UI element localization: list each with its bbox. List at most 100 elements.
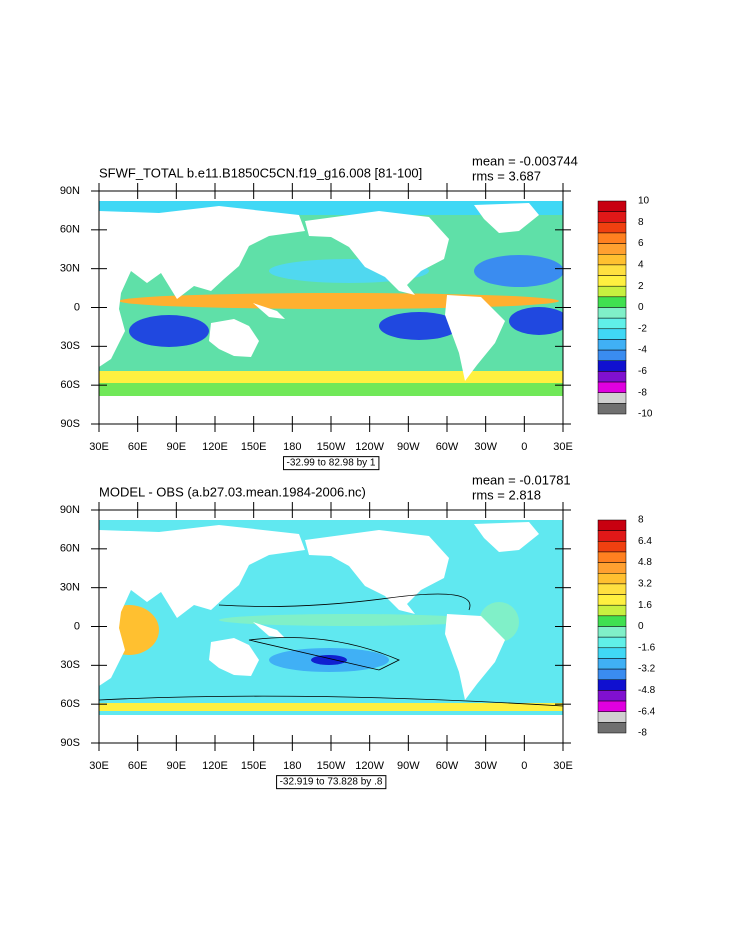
lat-label: 30S	[60, 659, 80, 671]
map	[99, 191, 563, 424]
colorbar-label: 6	[638, 238, 644, 249]
colorbar-label: -6.4	[638, 706, 656, 717]
lon-label: 150W	[317, 760, 346, 772]
range-box	[283, 456, 380, 471]
colorbar-box	[597, 615, 627, 627]
lon-label: 30E	[89, 760, 109, 772]
lat-label: 30N	[60, 263, 80, 275]
mean-label: mean = -0.01781	[472, 472, 571, 487]
lon-label: 120E	[202, 441, 228, 453]
colorbar-label: -10	[638, 409, 653, 420]
lat-label: 90S	[60, 737, 80, 749]
lat-label: 60N	[60, 224, 80, 236]
colorbar-label: -4.8	[638, 685, 656, 696]
colorbar-box	[597, 679, 627, 691]
colorbar-label: -4	[638, 345, 647, 356]
lat-label: 90N	[60, 504, 80, 516]
lon-label: 60W	[436, 441, 459, 453]
colorbar-box	[597, 232, 627, 244]
ocean-field	[509, 307, 563, 335]
lon-label: 120W	[355, 441, 384, 453]
lat-label: 60S	[60, 379, 80, 391]
colorbar-box	[597, 371, 627, 383]
lon-label: 0	[521, 441, 527, 453]
colorbar-box	[597, 222, 627, 234]
contour	[99, 593, 563, 707]
ocean-field	[99, 371, 563, 383]
lon-label: 30E	[553, 441, 573, 453]
lat-label: 60S	[60, 698, 80, 710]
map-panel: MODEL - OBS (a.b27.03.mean.1984-2006.nc)…	[60, 472, 656, 790]
range-label: -32.99 to 82.98 by 1	[287, 458, 376, 469]
lat-label: 90N	[60, 185, 80, 197]
colorbar-box	[597, 285, 627, 298]
colorbar-label: 4.8	[638, 557, 652, 568]
ocean-field	[219, 614, 479, 626]
colorbar-box	[597, 275, 627, 287]
colorbar-box	[597, 264, 627, 276]
colorbar-box	[597, 349, 627, 362]
colorbar-box	[597, 573, 627, 585]
colorbar-box	[597, 381, 627, 393]
colorbar-box	[597, 604, 627, 617]
lat-label: 0	[74, 301, 80, 313]
colorbar-box	[597, 562, 627, 574]
colorbar-label: -8	[638, 387, 647, 398]
colorbar-box	[597, 658, 627, 670]
colorbar-label: 10	[638, 196, 650, 207]
colorbar-label: 0	[638, 621, 644, 632]
colorbar-label: -3.2	[638, 664, 656, 675]
colorbar-box	[597, 339, 627, 351]
colorbar-box	[597, 594, 627, 606]
colorbar-label: -6	[638, 366, 647, 377]
colorbar-box	[597, 328, 627, 340]
colorbar-box	[597, 296, 627, 308]
colorbar-box	[597, 243, 627, 255]
colorbar-label: 8	[638, 217, 644, 228]
colorbar-label: 4	[638, 260, 644, 271]
colorbar-label: -2	[638, 323, 647, 334]
ocean-field	[99, 383, 563, 396]
lon-label: 30W	[474, 760, 497, 772]
rms-label: rms = 2.818	[472, 487, 541, 502]
colorbar-label: -8	[638, 728, 647, 739]
lon-label: 90W	[397, 441, 420, 453]
colorbar-box	[597, 307, 627, 319]
ocean-field	[129, 315, 209, 347]
colorbar-label: 2	[638, 281, 644, 292]
map-title: SFWF_TOTAL b.e11.B1850C5CN.f19_g16.008 […	[99, 165, 422, 180]
colorbar-box	[597, 636, 627, 649]
colorbar-label: -1.6	[638, 642, 656, 653]
colorbar-box	[597, 722, 627, 734]
lon-label: 30E	[89, 441, 109, 453]
lon-label: 60W	[436, 760, 459, 772]
colorbar-box	[597, 668, 627, 680]
ocean-field	[379, 312, 459, 340]
lon-label: 120E	[202, 760, 228, 772]
colorbar-label: 1.6	[638, 600, 652, 611]
lon-label: 90W	[397, 760, 420, 772]
colorbar-box	[597, 626, 627, 638]
lon-label: 0	[521, 760, 527, 772]
range-label: -32.919 to 73.828 by .8	[280, 777, 383, 788]
range-box	[276, 775, 387, 790]
colorbar-box	[597, 200, 627, 212]
lon-label: 30E	[553, 760, 573, 772]
colorbar-label: 0	[638, 302, 644, 313]
ocean-field	[311, 655, 347, 665]
colorbar-label: 6.4	[638, 536, 652, 547]
colorbar-box	[597, 700, 627, 712]
lat-label: 30S	[60, 340, 80, 352]
mean-label: mean = -0.003744	[472, 153, 578, 168]
lat-label: 90S	[60, 418, 80, 430]
map	[99, 510, 563, 743]
rms-label: rms = 3.687	[472, 168, 541, 183]
lon-label: 60E	[128, 441, 148, 453]
colorbar-box	[597, 551, 627, 563]
lon-label: 180	[283, 441, 301, 453]
ocean-field	[99, 703, 563, 711]
colorbar-box	[597, 392, 627, 404]
map-title: MODEL - OBS (a.b27.03.mean.1984-2006.nc)	[99, 484, 366, 499]
lat-label: 0	[74, 620, 80, 632]
